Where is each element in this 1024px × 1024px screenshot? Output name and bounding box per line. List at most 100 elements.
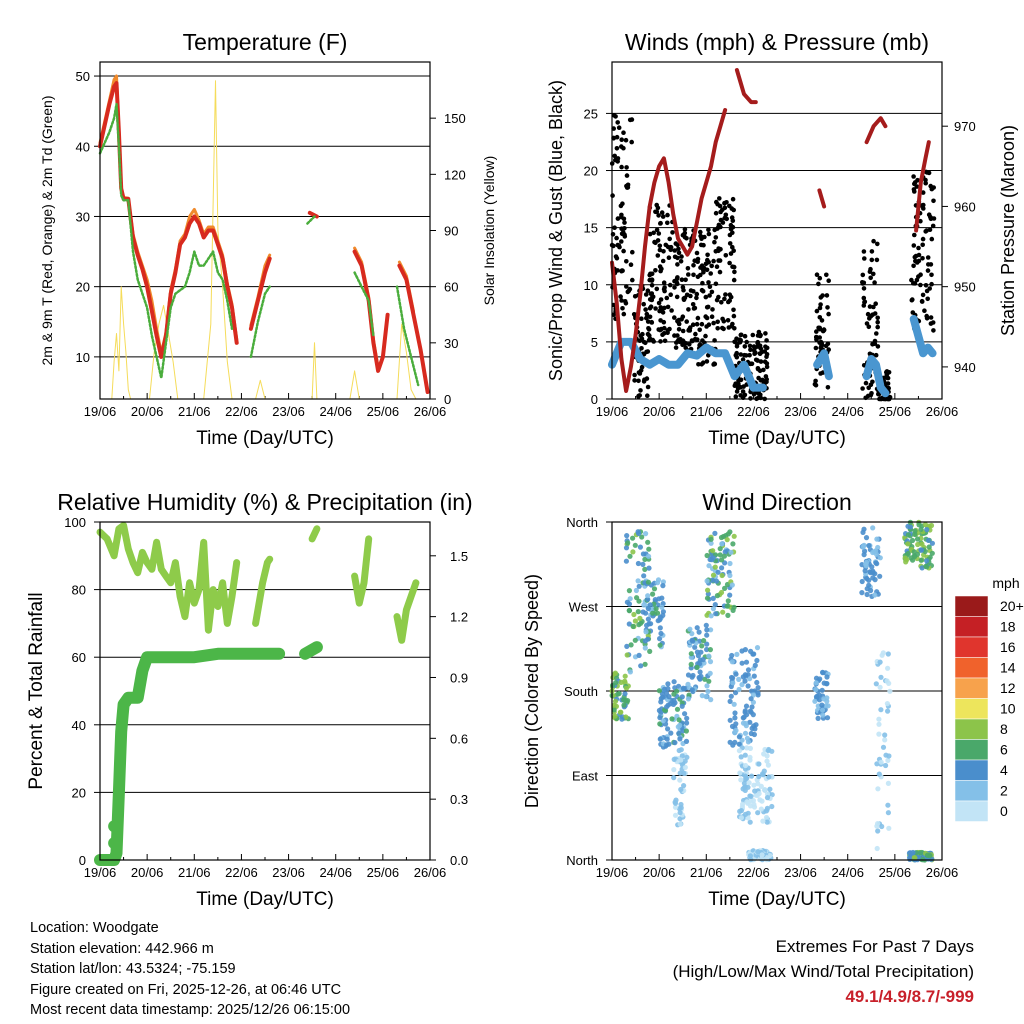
- y-tick-label: 30: [76, 209, 90, 224]
- gust-point: [618, 294, 623, 299]
- gust-point: [661, 331, 667, 336]
- gust-point: [753, 357, 759, 363]
- x-tick-label: 26/06: [926, 404, 959, 419]
- gust-point: [624, 259, 629, 264]
- gust-point: [923, 180, 928, 186]
- gust-point: [722, 200, 727, 206]
- gust-point: [727, 241, 733, 246]
- direction-point: [728, 549, 734, 555]
- direction-point: [887, 688, 893, 694]
- gust-point: [920, 236, 926, 242]
- direction-point: [703, 622, 709, 628]
- direction-point: [819, 702, 825, 708]
- direction-point: [812, 698, 818, 704]
- direction-point: [696, 674, 702, 681]
- gust-point: [698, 242, 704, 248]
- gust-point: [756, 375, 761, 381]
- direction-point: [859, 578, 865, 585]
- direction-point: [738, 754, 744, 760]
- direction-point: [636, 530, 642, 537]
- direction-point: [877, 684, 883, 690]
- gust-point: [643, 307, 648, 312]
- direction-point: [764, 819, 770, 825]
- gust-point: [648, 304, 654, 310]
- y-tick-label: 20: [72, 785, 86, 800]
- direction-point: [651, 586, 658, 592]
- series-solar-insolation: [255, 379, 266, 400]
- legend-label: 20+: [1000, 598, 1024, 614]
- direction-point: [630, 535, 636, 541]
- gust-point: [699, 263, 705, 269]
- direction-point: [621, 697, 627, 703]
- gust-point: [734, 389, 740, 394]
- gust-point: [748, 347, 753, 353]
- direction-point: [870, 525, 876, 531]
- direction-point: [639, 534, 645, 540]
- direction-point: [878, 759, 884, 765]
- direction-point: [643, 531, 649, 537]
- gust-point: [690, 322, 696, 328]
- gust-point: [692, 336, 698, 342]
- x-tick-label: 19/06: [84, 404, 117, 419]
- y2-tick-label: 0.0: [450, 853, 468, 868]
- direction-point: [684, 754, 690, 760]
- direction-point: [676, 806, 683, 812]
- y-tick-label: West: [569, 600, 599, 615]
- gust-point: [717, 196, 722, 201]
- direction-point: [755, 685, 761, 691]
- gust-point: [667, 326, 672, 332]
- gust-point: [818, 302, 823, 307]
- gust-point: [680, 328, 686, 334]
- direction-point: [704, 627, 710, 633]
- gust-point: [724, 216, 729, 222]
- gust-point: [927, 227, 933, 232]
- direction-point: [885, 810, 892, 816]
- direction-point: [765, 762, 772, 768]
- direction-point: [739, 682, 745, 688]
- direction-point: [878, 707, 884, 713]
- direction-point: [745, 815, 751, 821]
- direction-point: [684, 720, 690, 726]
- series-station-pressure: [817, 188, 827, 209]
- gust-point: [814, 329, 819, 334]
- gust-point: [639, 316, 644, 322]
- gust-point: [931, 185, 936, 190]
- gust-point: [705, 252, 710, 258]
- y-tick-label: 10: [76, 350, 90, 365]
- gust-point: [621, 130, 626, 135]
- direction-point: [736, 741, 742, 747]
- direction-point: [676, 717, 682, 723]
- gust-point: [727, 298, 732, 303]
- gust-point: [694, 250, 700, 256]
- gust-point: [924, 316, 930, 321]
- gust-point: [679, 317, 684, 322]
- gust-point: [713, 210, 719, 216]
- direction-point: [924, 558, 930, 564]
- gust-point: [718, 217, 724, 223]
- gust-point: [694, 321, 700, 327]
- direction-point: [644, 622, 650, 629]
- gust-point: [931, 328, 936, 333]
- gust-point: [733, 394, 739, 399]
- direction-point: [626, 621, 632, 627]
- direction-point: [718, 534, 725, 541]
- y-tick-label: 10: [584, 278, 598, 293]
- direction-point: [708, 540, 714, 546]
- extremes-values: 49.1/4.9/8.7/-999: [845, 987, 974, 1006]
- gust-point: [756, 329, 762, 335]
- gust-point: [916, 258, 922, 264]
- direction-point: [926, 544, 932, 550]
- direction-point: [729, 723, 736, 730]
- direction-point: [813, 680, 819, 686]
- direction-point: [677, 810, 683, 816]
- series-relative-humidity: [252, 555, 274, 627]
- x-tick-label: 24/06: [319, 865, 352, 880]
- gust-point: [732, 339, 737, 345]
- gust-point: [683, 345, 688, 351]
- y-tick-label: 20: [76, 280, 90, 295]
- y-tick-label: 0: [79, 853, 86, 868]
- direction-point: [611, 702, 617, 708]
- x-tick-label: 26/06: [926, 865, 959, 880]
- direction-point: [682, 711, 688, 717]
- plot-frame: [99, 61, 431, 400]
